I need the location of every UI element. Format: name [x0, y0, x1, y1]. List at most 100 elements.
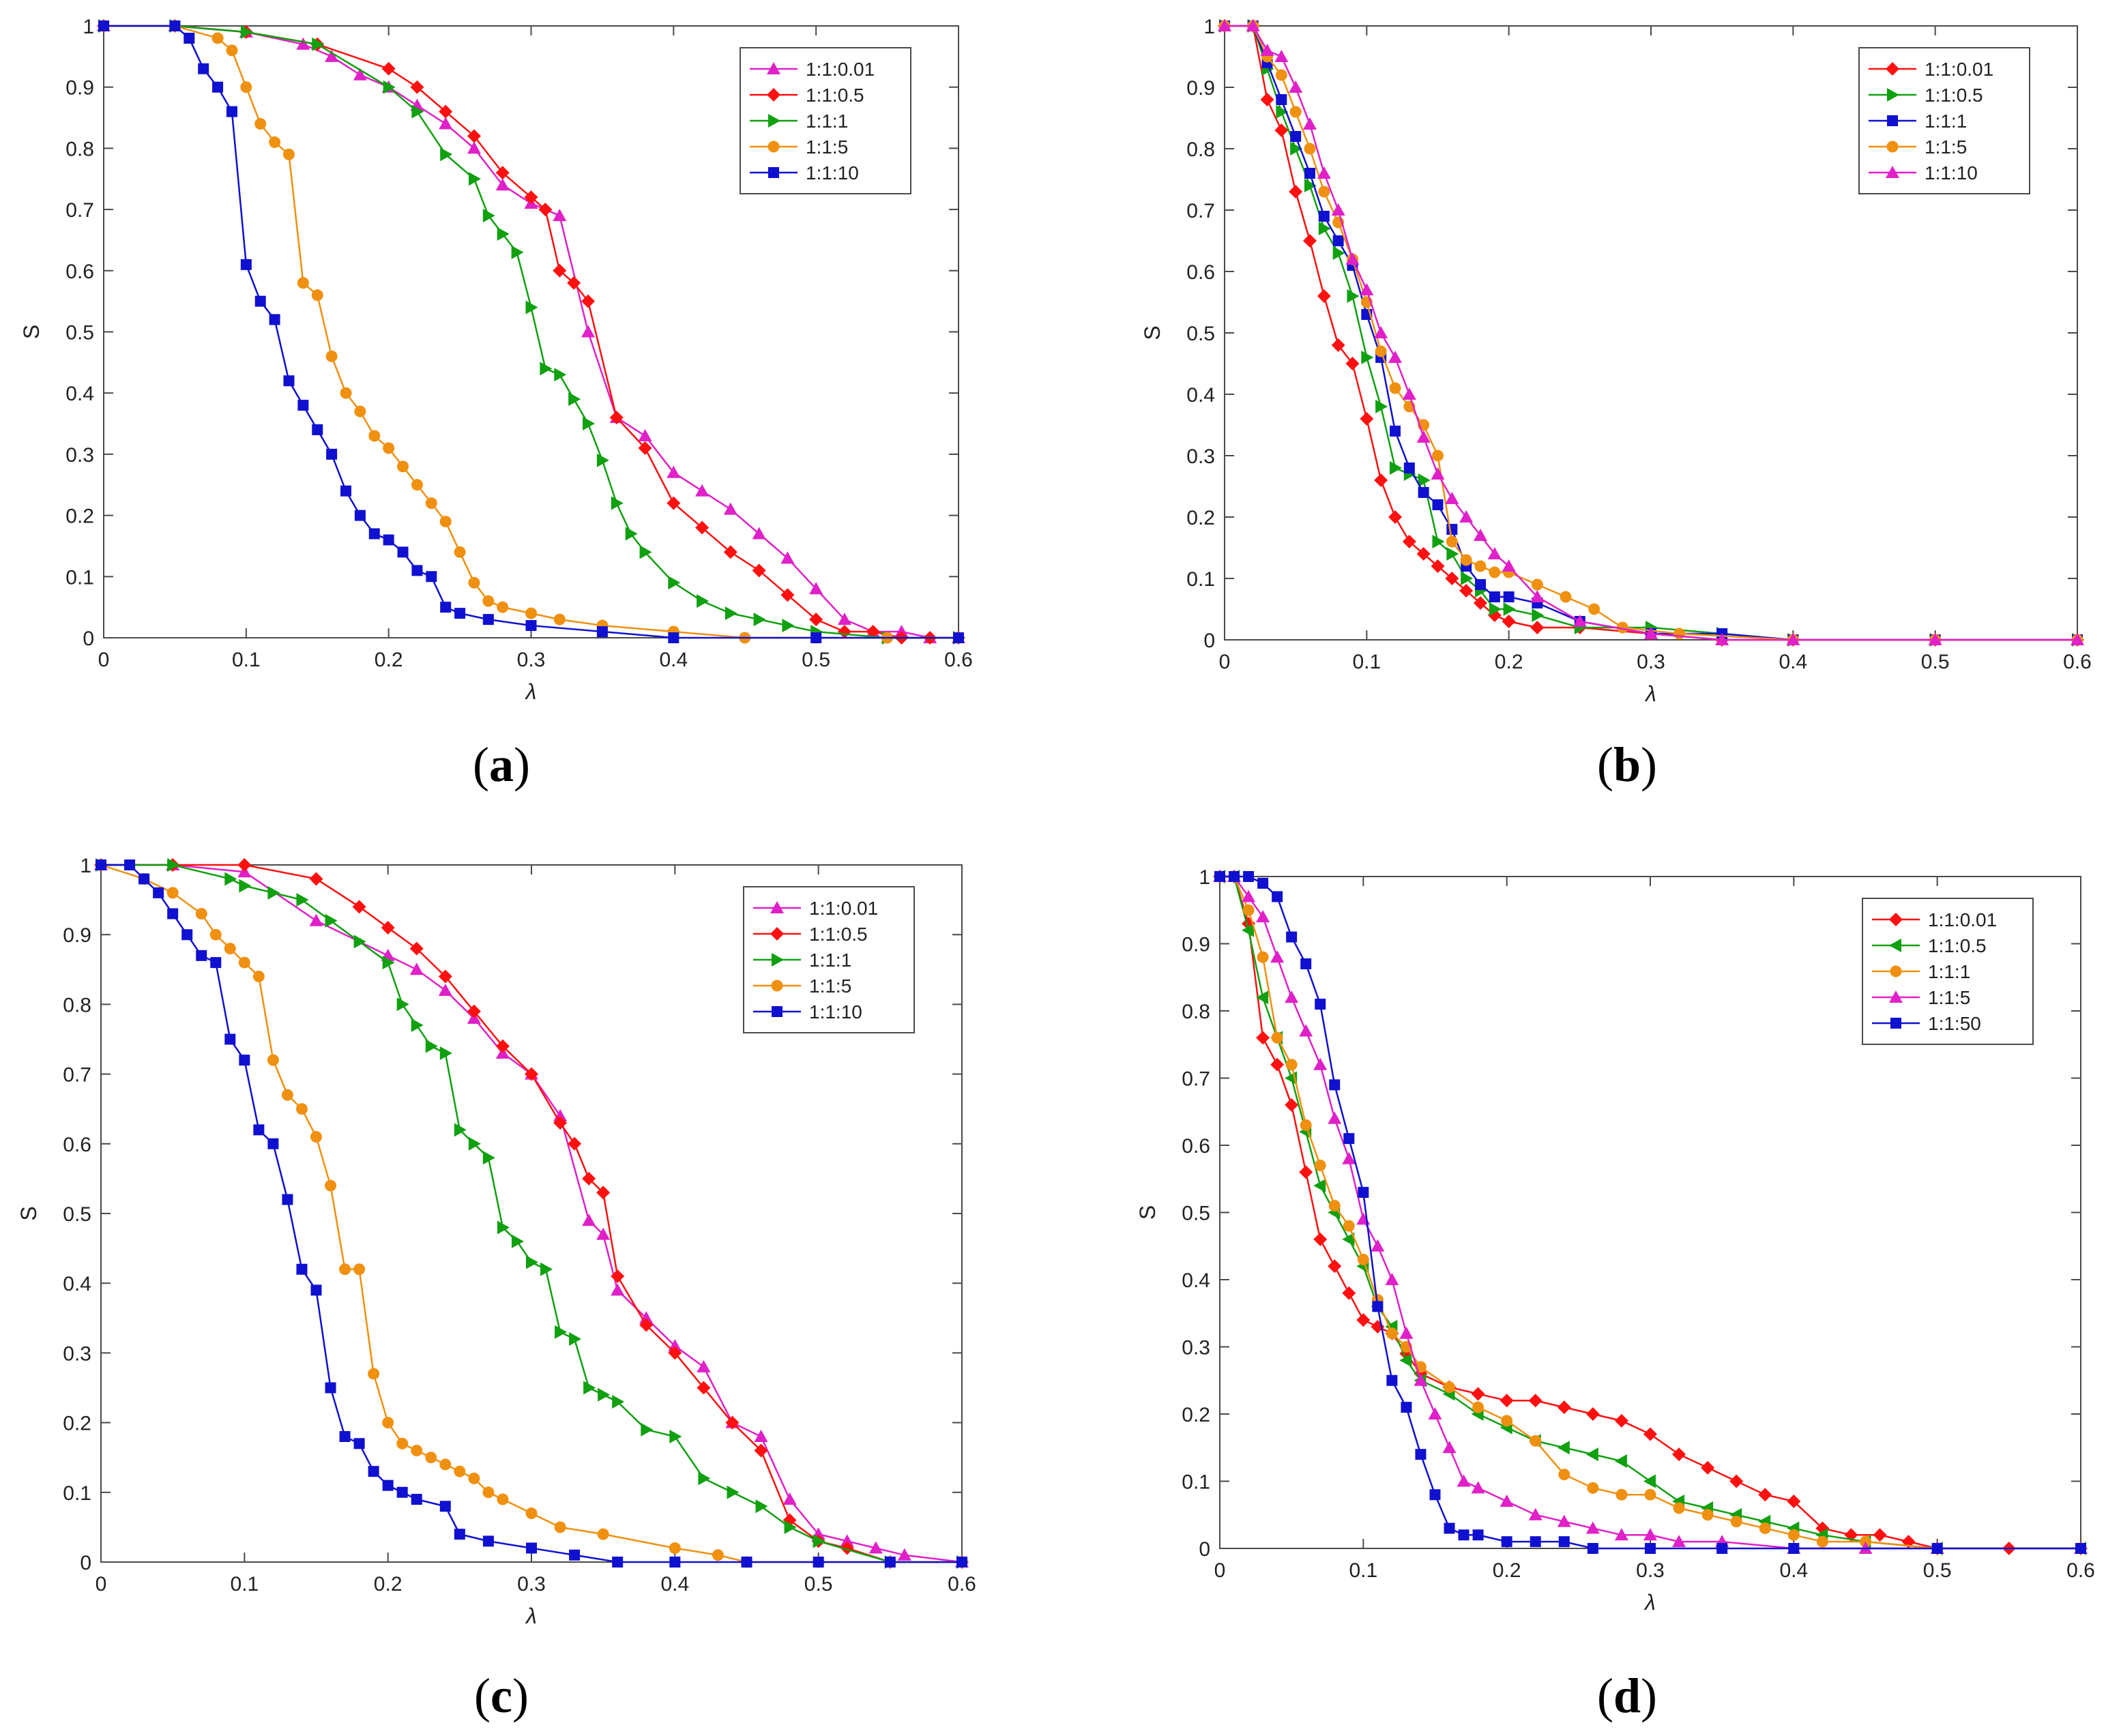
point-d-0-6: [1299, 1165, 1313, 1179]
point-c-1-18: [697, 1381, 711, 1395]
x-tick-label-c-2: 0.2: [374, 1573, 403, 1595]
point-b-0-12: [1402, 535, 1416, 548]
point-b-4-25: [1928, 633, 1942, 645]
point-a-2-5: [411, 104, 424, 119]
point-a-1-11: [553, 263, 567, 278]
point-d-4-4: [1272, 891, 1283, 902]
y-tick-label-d-10: 1: [1199, 866, 1210, 889]
point-a-1-6: [439, 104, 453, 119]
point-a-3-22: [497, 601, 509, 613]
caption-b: (b): [1596, 737, 1657, 792]
point-d-4-7: [1315, 999, 1326, 1010]
point-d-1-3: [1256, 990, 1269, 1005]
point-d-0-21: [1614, 1413, 1628, 1428]
y-tick-label-d-8: 0.8: [1182, 1001, 1210, 1023]
point-c-3-21: [454, 1465, 466, 1477]
y-tick-label-a-7: 0.7: [65, 199, 94, 222]
point-b-0-8: [1345, 357, 1360, 370]
caption-d: (d): [1596, 1668, 1657, 1723]
point-a-2-20: [668, 576, 681, 590]
point-c-2-4: [267, 885, 280, 900]
point-a-4-6: [240, 259, 252, 270]
point-b-0-10: [1374, 473, 1388, 487]
point-a-0-16: [667, 465, 681, 478]
point-b-3-18: [1489, 566, 1501, 578]
point-a-3-13: [368, 430, 381, 442]
point-d-3-21: [1557, 1514, 1571, 1527]
y-tick-label-a-2: 0.2: [65, 505, 94, 528]
x-tick-label-d-4: 0.4: [1779, 1559, 1808, 1582]
point-d-0-10: [1356, 1313, 1371, 1327]
point-a-3-21: [482, 595, 495, 607]
point-b-2-6: [1318, 211, 1330, 222]
y-tick-label-c-2: 0.2: [63, 1413, 91, 1435]
point-d-4-11: [1372, 1301, 1384, 1312]
point-b-4-9: [1360, 283, 1374, 295]
point-a-2-8: [482, 209, 495, 223]
point-d-2-9: [1343, 1220, 1355, 1232]
y-tick-label-b-6: 0.6: [1186, 261, 1215, 284]
point-a-1-23: [866, 625, 880, 639]
point-d-4-21: [1558, 1536, 1570, 1548]
legend-label-d-0: 1:1:0.01: [1928, 909, 1997, 930]
x-axis-label-a: λ: [525, 679, 537, 704]
point-a-0-22: [837, 613, 851, 626]
point-d-1-19: [1557, 1441, 1570, 1455]
point-a-0-8: [439, 117, 453, 130]
point-b-0-15: [1445, 572, 1459, 585]
point-a-4-26: [810, 632, 822, 643]
point-c-1-2: [237, 858, 252, 872]
point-b-3-23: [1616, 621, 1628, 634]
y-tick-label-b-4: 0.4: [1186, 384, 1215, 407]
point-a-0-18: [723, 502, 737, 515]
point-b-4-1: [1246, 19, 1260, 31]
point-a-4-19: [426, 571, 437, 583]
point-d-4-10: [1358, 1186, 1369, 1198]
point-d-4-14: [1415, 1449, 1427, 1460]
point-d-4-3: [1257, 877, 1269, 889]
point-b-4-11: [1388, 351, 1402, 363]
point-c-4-20: [396, 1486, 408, 1498]
point-d-0-26: [1758, 1488, 1772, 1502]
point-d-2-5: [1285, 1059, 1298, 1071]
point-c-3-4: [209, 928, 222, 941]
legend-marker-d-1: [1889, 939, 1901, 952]
point-b-4-15: [1445, 492, 1459, 504]
point-b-1-5: [1304, 179, 1317, 192]
point-a-0-15: [638, 428, 652, 441]
point-a-4-21: [454, 608, 466, 619]
point-b-4-3: [1274, 50, 1289, 62]
point-d-1-13: [1399, 1353, 1412, 1368]
point-c-1-23: [840, 1541, 854, 1555]
y-tick-label-d-4: 0.4: [1182, 1269, 1210, 1292]
point-c-3-6: [238, 956, 250, 969]
point-c-0-16: [697, 1359, 711, 1372]
point-a-1-9: [524, 190, 538, 205]
point-d-4-6: [1300, 958, 1312, 970]
point-b-4-17: [1474, 529, 1487, 541]
x-axis-label-c: λ: [525, 1604, 537, 1628]
point-a-4-16: [383, 534, 394, 546]
point-d-2-3: [1257, 951, 1269, 963]
point-c-0-5: [409, 962, 424, 975]
point-b-1-8: [1347, 289, 1360, 303]
series-line-a-2: [104, 25, 959, 639]
point-b-1-11: [1390, 461, 1402, 475]
x-tick-label-b-4: 0.4: [1779, 651, 1807, 673]
legend-label-a-2: 1:1:1: [806, 111, 848, 132]
point-c-3-27: [597, 1528, 609, 1540]
point-b-0-19: [1502, 615, 1516, 628]
point-d-3-12: [1385, 1273, 1399, 1285]
point-b-4-6: [1317, 166, 1331, 179]
point-c-4-22: [439, 1501, 451, 1512]
point-c-4-5: [181, 929, 193, 941]
point-d-2-12: [1386, 1327, 1398, 1340]
point-d-2-4: [1271, 1031, 1283, 1044]
point-a-0-19: [752, 527, 766, 540]
point-a-4-3: [198, 63, 209, 74]
point-a-2-17: [611, 496, 624, 510]
point-a-3-7: [282, 148, 295, 160]
series-line-d-4: [1220, 875, 2081, 1550]
y-tick-label-b-2: 0.2: [1186, 507, 1215, 529]
